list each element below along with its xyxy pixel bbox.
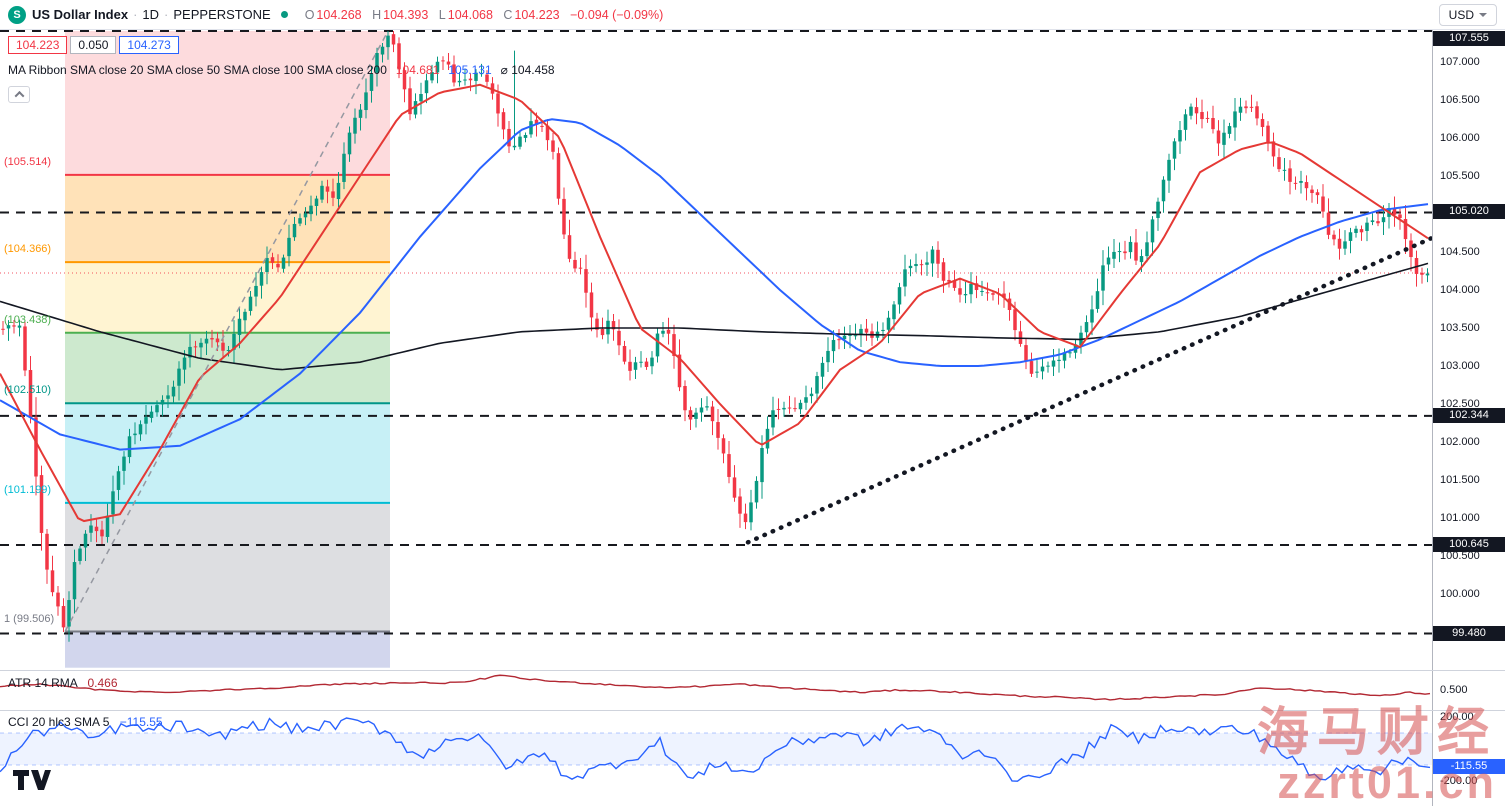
- price-scale[interactable]: 107.000 106.500 106.000 105.500 104.500 104.0…: [1432, 0, 1505, 806]
- atr-name: ATR 14 RMA: [8, 676, 78, 690]
- price-level-label: 100.645: [1433, 536, 1505, 552]
- separator-dot: ·: [133, 7, 138, 22]
- ask-price-box[interactable]: 104.273: [119, 36, 179, 54]
- fib-trendline: [64, 30, 389, 632]
- fib-band: [65, 403, 390, 503]
- cci-scale-tick: -200.00: [1440, 775, 1478, 787]
- cci-line: [0, 717, 1431, 782]
- ohlc-readout: O 104.268 H 104.393 L 104.068 C 104.223 −0.0…: [298, 8, 664, 22]
- ma-ribbon-legend[interactable]: MA Ribbon SMA close 20 SMA close 50 SMA …: [8, 63, 555, 77]
- close-value: 104.223: [514, 7, 560, 22]
- bid-price-box[interactable]: 104.223: [8, 36, 68, 54]
- cci-value: −115.55: [119, 715, 163, 729]
- price-tick: 107.000: [1440, 56, 1480, 68]
- ma-ribbon-average: ⌀ 104.458: [500, 63, 555, 77]
- fib-band: [65, 174, 390, 263]
- price-tick: 102.000: [1440, 436, 1480, 448]
- price-level-label: 102.344: [1433, 407, 1505, 423]
- ma-ribbon-value-2: 105.131: [448, 63, 492, 77]
- price-tick: 100.000: [1440, 588, 1480, 600]
- cci-legend[interactable]: CCI 20 hlc3 SMA 5 −115.55: [8, 715, 163, 729]
- pane-separator[interactable]: [0, 670, 1505, 671]
- fib-band: [65, 262, 390, 333]
- pane-separator[interactable]: [0, 710, 1505, 711]
- cci-scale-tick: 200.00: [1440, 711, 1474, 723]
- price-tick: 106.000: [1440, 132, 1480, 144]
- chevron-up-icon: [14, 90, 24, 101]
- ma-ribbon-value-1: 104.681: [395, 63, 440, 77]
- currency-label: USD: [1448, 7, 1474, 22]
- open-value: 104.268: [316, 7, 362, 22]
- atr-legend[interactable]: ATR 14 RMA 0.466: [8, 676, 118, 690]
- price-tick: 106.500: [1440, 94, 1480, 106]
- ma-ribbon-label: MA Ribbon SMA close 20 SMA close 50 SMA …: [8, 63, 387, 77]
- fib-band: [65, 502, 390, 632]
- price-tick: 105.500: [1440, 170, 1480, 182]
- candles-up: [6, 31, 1430, 642]
- symbol-title[interactable]: US Dollar Index: [32, 7, 129, 22]
- market-status-dot: [280, 11, 288, 18]
- atr-value: 0.466: [87, 676, 118, 690]
- price-tick: 101.000: [1440, 512, 1480, 524]
- fib-band: [65, 31, 390, 175]
- legend-collapse-button[interactable]: [8, 86, 30, 103]
- price-tick: 103.500: [1440, 322, 1480, 334]
- low-value: 104.068: [447, 7, 493, 22]
- price-level-label: 107.555: [1433, 31, 1505, 46]
- close-label: C: [503, 7, 513, 22]
- chart-legend: 104.223 0.050 104.273 MA Ribbon SMA clos…: [8, 36, 555, 103]
- exchange-label[interactable]: PEPPERSTONE: [173, 7, 271, 22]
- price-tick: 104.000: [1440, 284, 1480, 296]
- change-value: −0.094 (−0.09%): [570, 7, 664, 22]
- symbol-logo[interactable]: S: [8, 5, 26, 24]
- price-tick: 103.000: [1440, 360, 1480, 372]
- price-tick: 100.500: [1440, 550, 1480, 562]
- high-label: H: [372, 7, 382, 22]
- chart-toolbar: S US Dollar Index · 1D · PEPPERSTONE O 10…: [0, 0, 1505, 30]
- chevron-down-icon: [1479, 12, 1487, 17]
- atr-scale-tick: 0.500: [1440, 684, 1468, 696]
- low-label: L: [438, 7, 446, 22]
- candles-down: [1, 31, 1424, 633]
- tradingview-logo[interactable]: [12, 768, 52, 792]
- fib-band: [65, 631, 390, 668]
- cci-value-badge: -115.55: [1433, 759, 1505, 775]
- dotted-trendline: [745, 233, 1441, 545]
- cci-band: [0, 733, 1432, 765]
- atr-line: [0, 674, 1431, 701]
- price-level-label: 105.020: [1433, 204, 1505, 220]
- symbol-logo-letter: S: [13, 8, 21, 21]
- fib-band: [65, 332, 390, 404]
- currency-button[interactable]: USD: [1438, 3, 1497, 26]
- price-level-label: 99.480: [1433, 625, 1505, 641]
- separator-dot: ·: [164, 7, 169, 22]
- high-value: 104.393: [383, 7, 429, 22]
- spread-box: 0.050: [70, 36, 117, 54]
- timeframe-label[interactable]: 1D: [142, 7, 160, 22]
- price-tick: 104.500: [1440, 246, 1480, 258]
- open-label: O: [304, 7, 315, 22]
- price-tick: 101.500: [1440, 474, 1480, 486]
- sma20-line: [0, 83, 1429, 523]
- price-tick: 102.500: [1440, 398, 1480, 410]
- sma100-line: [0, 118, 1429, 451]
- sma200-line: [0, 262, 1429, 371]
- cci-name: CCI 20 hlc3 SMA 5: [8, 715, 110, 729]
